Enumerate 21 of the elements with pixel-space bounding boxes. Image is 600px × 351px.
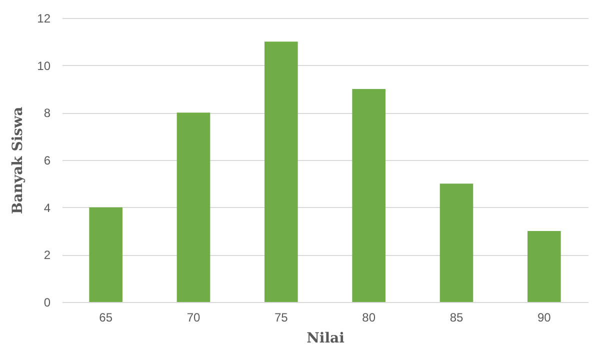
x-tick-label: 65 — [99, 310, 113, 324]
x-axis-title: Nilai — [306, 330, 344, 346]
x-tick-label: 90 — [537, 310, 552, 324]
y-axis-title: Banyak Siswa — [10, 106, 26, 214]
y-tick-label: 6 — [44, 154, 51, 168]
y-tick-label: 4 — [44, 200, 51, 215]
x-tick-label: 70 — [186, 310, 200, 324]
y-tick-label: 12 — [37, 12, 51, 26]
y-tick-label: 8 — [44, 106, 51, 120]
bar — [264, 42, 298, 302]
x-tick-label: 80 — [362, 310, 376, 324]
bar — [89, 207, 122, 302]
y-tick-label: 2 — [44, 248, 51, 262]
y-tick-label: 0 — [44, 296, 51, 310]
bar — [440, 184, 474, 302]
x-tick-label: 75 — [274, 310, 288, 324]
y-tick-label: 10 — [37, 58, 51, 73]
bar — [176, 112, 210, 302]
bar — [528, 231, 561, 302]
bar — [352, 89, 386, 302]
x-tick-label: 85 — [450, 310, 464, 324]
